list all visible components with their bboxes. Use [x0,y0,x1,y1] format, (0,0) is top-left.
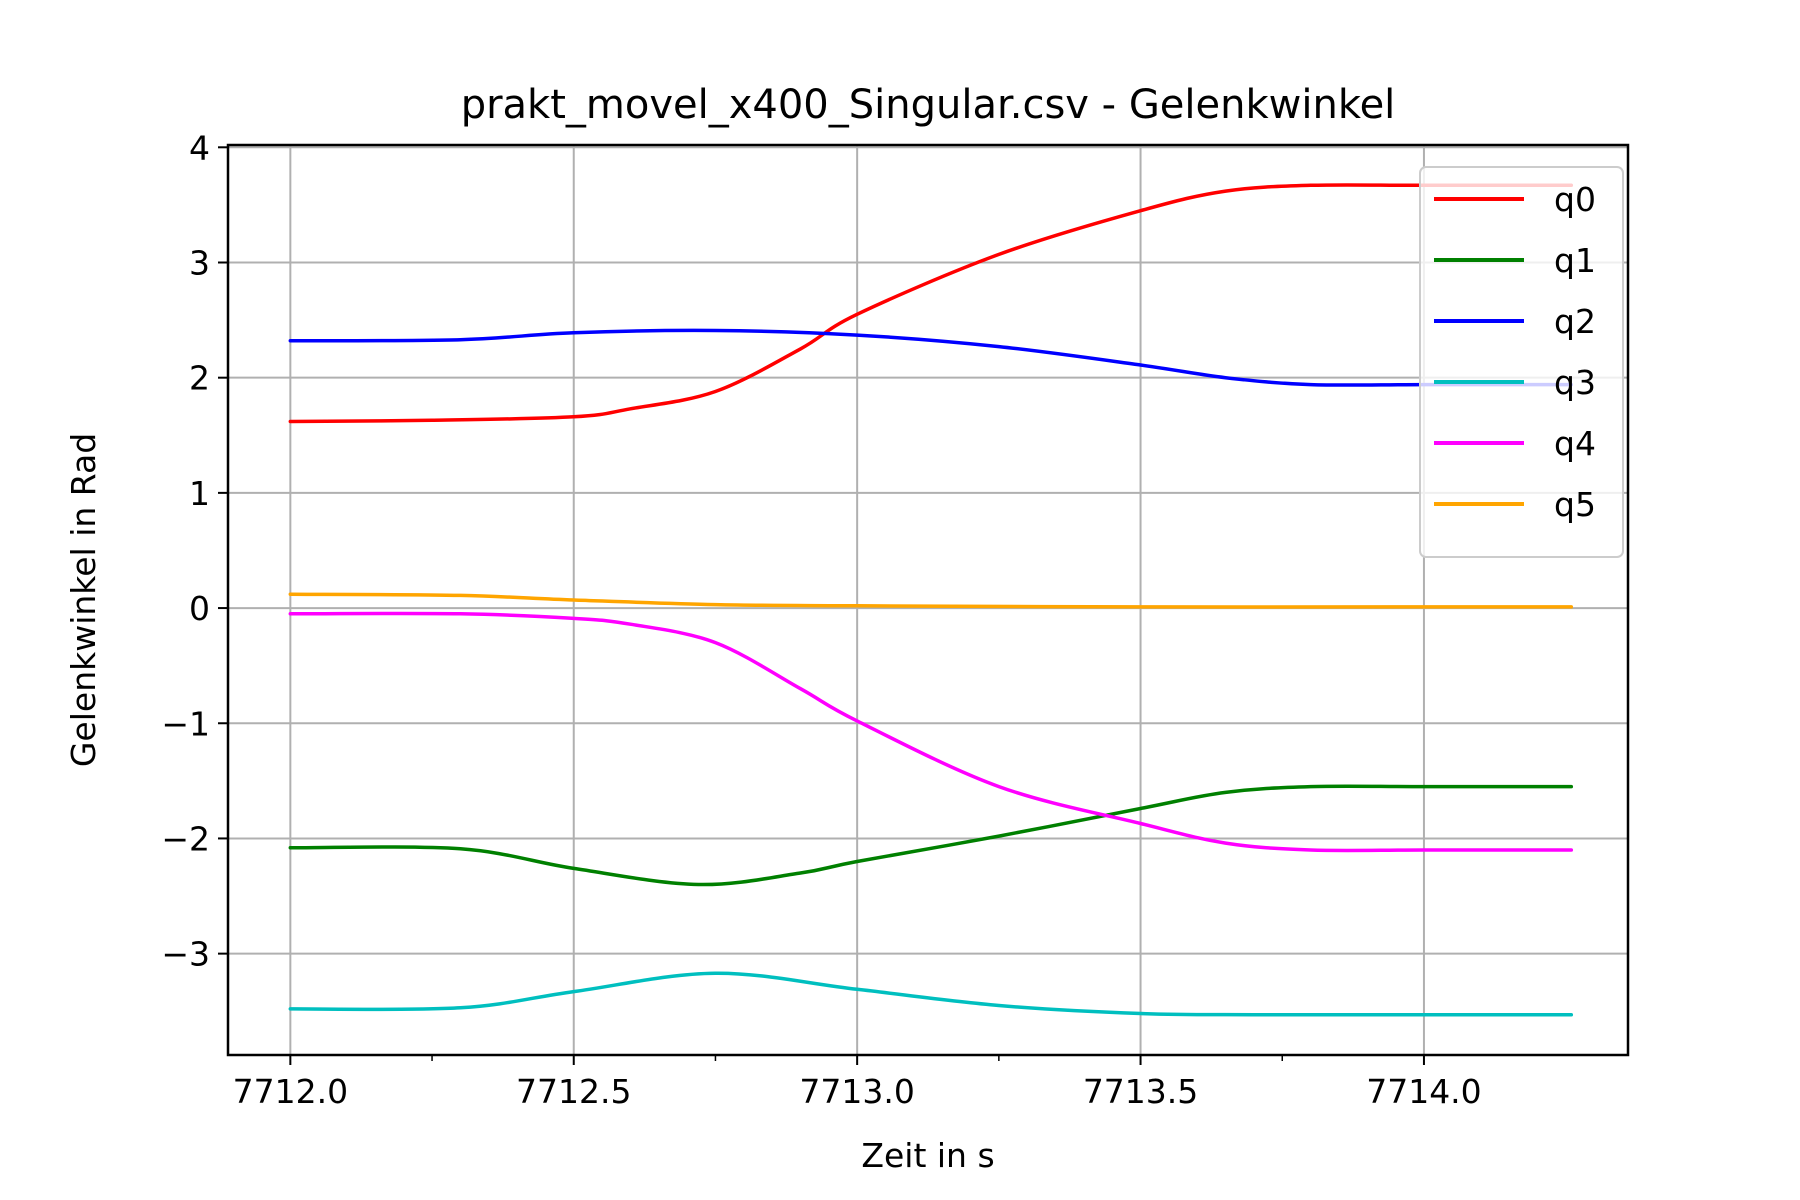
series-line-q5 [288,592,1574,609]
y-tick-label: 1 [189,474,210,513]
series-line-q4 [288,611,1574,853]
legend-label-q0: q0 [1554,180,1596,219]
y-tick-label: 4 [189,128,210,167]
x-tick-label: 7712.0 [233,1072,348,1111]
x-axis-label: Zeit in s [861,1136,994,1175]
y-tick-label: 3 [189,243,210,282]
x-tick-label: 7712.5 [516,1072,631,1111]
y-tick-label: −1 [161,704,210,743]
y-tick-label: 0 [189,589,210,628]
legend-label-q5: q5 [1554,485,1596,524]
x-tick-label: 7714.0 [1366,1072,1481,1111]
x-tick-label: 7713.0 [799,1072,914,1111]
series-line-q2 [288,328,1574,387]
ticks: 7712.0 7712.5 7713.0 7713.5 7714.0 4 3 2 1 0 −1 −2 −… [161,128,1481,1111]
legend: q0 q1 q2 q3 q4 q5 [1419,166,1624,558]
chart-title: prakt_movel_x400_Singular.csv - Gelenkwi… [461,82,1396,128]
series-line-q1 [288,784,1574,887]
series-line-q3 [288,971,1574,1017]
legend-label-q3: q3 [1554,363,1596,402]
legend-label-q4: q4 [1554,424,1596,463]
y-tick-label: −2 [161,819,210,858]
y-tick-label: −3 [161,935,210,974]
legend-label-q2: q2 [1554,302,1596,341]
y-axis-label: Gelenkwinkel in Rad [64,433,103,767]
series-line-q0 [288,183,1574,424]
x-tick-label: 7713.5 [1083,1072,1198,1111]
legend-box [1419,166,1624,558]
y-tick-label: 2 [189,359,210,398]
legend-label-q1: q1 [1554,241,1596,280]
series-layer [288,183,1574,1017]
plot-frame [226,143,1630,1057]
